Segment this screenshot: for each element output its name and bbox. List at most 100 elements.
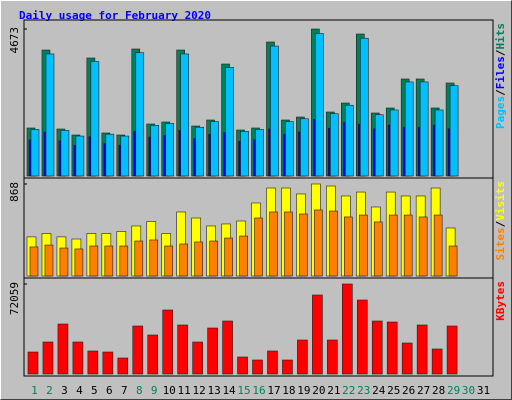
bar (446, 325, 458, 375)
legend-separator: / (494, 49, 507, 56)
bar (300, 118, 309, 177)
bar (254, 217, 263, 277)
x-tick-label: 30 (462, 384, 475, 397)
x-tick-label: 2 (46, 384, 53, 397)
x-tick-label: 15 (237, 384, 250, 397)
bar (240, 131, 249, 177)
x-tick-label: 24 (372, 384, 386, 397)
x-tick-label: 16 (252, 384, 265, 397)
bar (327, 339, 338, 375)
bar (374, 114, 384, 177)
bar (431, 348, 443, 375)
bar (149, 239, 159, 277)
bar (120, 135, 130, 177)
bar (342, 283, 353, 375)
bar (27, 351, 39, 375)
bar (102, 351, 114, 375)
x-tick-label: 11 (178, 384, 191, 397)
x-tick-label: 6 (106, 384, 113, 397)
bar (132, 325, 144, 375)
x-tick-label: 5 (91, 384, 98, 397)
bar (358, 214, 368, 277)
bar (42, 341, 54, 375)
bar (105, 133, 115, 177)
x-tick-label: 17 (267, 384, 280, 397)
x-tick-label: 13 (207, 384, 220, 397)
bar (45, 53, 55, 177)
bar (285, 121, 294, 177)
legend-entry: Files (494, 56, 507, 89)
bar (386, 321, 398, 375)
bar (269, 211, 278, 277)
bar (312, 294, 323, 375)
bar (314, 209, 323, 277)
bar (255, 129, 264, 177)
x-tick-label: 19 (297, 384, 310, 397)
legend-separator: / (494, 220, 507, 227)
bar (416, 324, 428, 375)
legend-entry: Sites (494, 227, 507, 260)
bar (448, 245, 458, 277)
bar (179, 243, 188, 277)
x-tick-label: 22 (342, 384, 355, 397)
x-tick-label: 26 (402, 384, 415, 397)
x-tick-label: 20 (312, 384, 325, 397)
bar (329, 210, 338, 277)
bar (72, 341, 84, 375)
bar (239, 235, 248, 277)
bar (29, 246, 39, 277)
bar (371, 320, 383, 375)
legend-entry: KBytes (494, 281, 507, 321)
x-tick-label: 12 (193, 384, 206, 397)
bar (356, 299, 368, 375)
bar (418, 216, 428, 277)
legend-entry: Hits (494, 23, 507, 50)
bar (164, 245, 174, 277)
legend-entry: Pages (494, 96, 507, 129)
bar (419, 81, 429, 177)
legend: Sites/Visits (494, 181, 507, 261)
bar (44, 244, 54, 277)
x-tick-label: 4 (76, 384, 83, 397)
bar (282, 359, 293, 375)
bar (57, 323, 69, 375)
bar (194, 241, 203, 277)
x-tick-label: 31 (477, 384, 490, 397)
chart-title: Daily usage for February 2020 (19, 9, 211, 22)
bar (177, 324, 188, 375)
bar (150, 125, 160, 177)
bar (210, 121, 219, 177)
x-tick-label: 1 (31, 384, 38, 397)
bar (433, 214, 443, 277)
bar (207, 327, 218, 375)
bar (330, 113, 339, 177)
legend-separator: / (494, 89, 507, 96)
bar (165, 123, 175, 177)
x-tick-label: 25 (387, 384, 400, 397)
bar (404, 81, 414, 177)
bar (147, 334, 159, 375)
x-tick-label: 14 (222, 384, 236, 397)
bar (403, 214, 413, 277)
bar (119, 245, 129, 277)
y-tick-label: 4673 (8, 27, 21, 54)
bar (30, 129, 40, 177)
bar (389, 109, 399, 177)
bar (225, 67, 234, 177)
bar (59, 247, 69, 277)
x-tick-label: 9 (151, 384, 158, 397)
legend: KBytes (494, 281, 507, 321)
bar (344, 216, 353, 277)
bar (195, 126, 204, 177)
x-tick-label: 18 (282, 384, 295, 397)
y-tick-label: 868 (8, 182, 21, 202)
bar (388, 214, 398, 277)
bar (359, 37, 369, 177)
panel-frame (23, 277, 494, 377)
bar (89, 245, 99, 277)
legend-entry: Visits (494, 181, 507, 221)
bar (373, 221, 383, 277)
bar (74, 248, 84, 277)
